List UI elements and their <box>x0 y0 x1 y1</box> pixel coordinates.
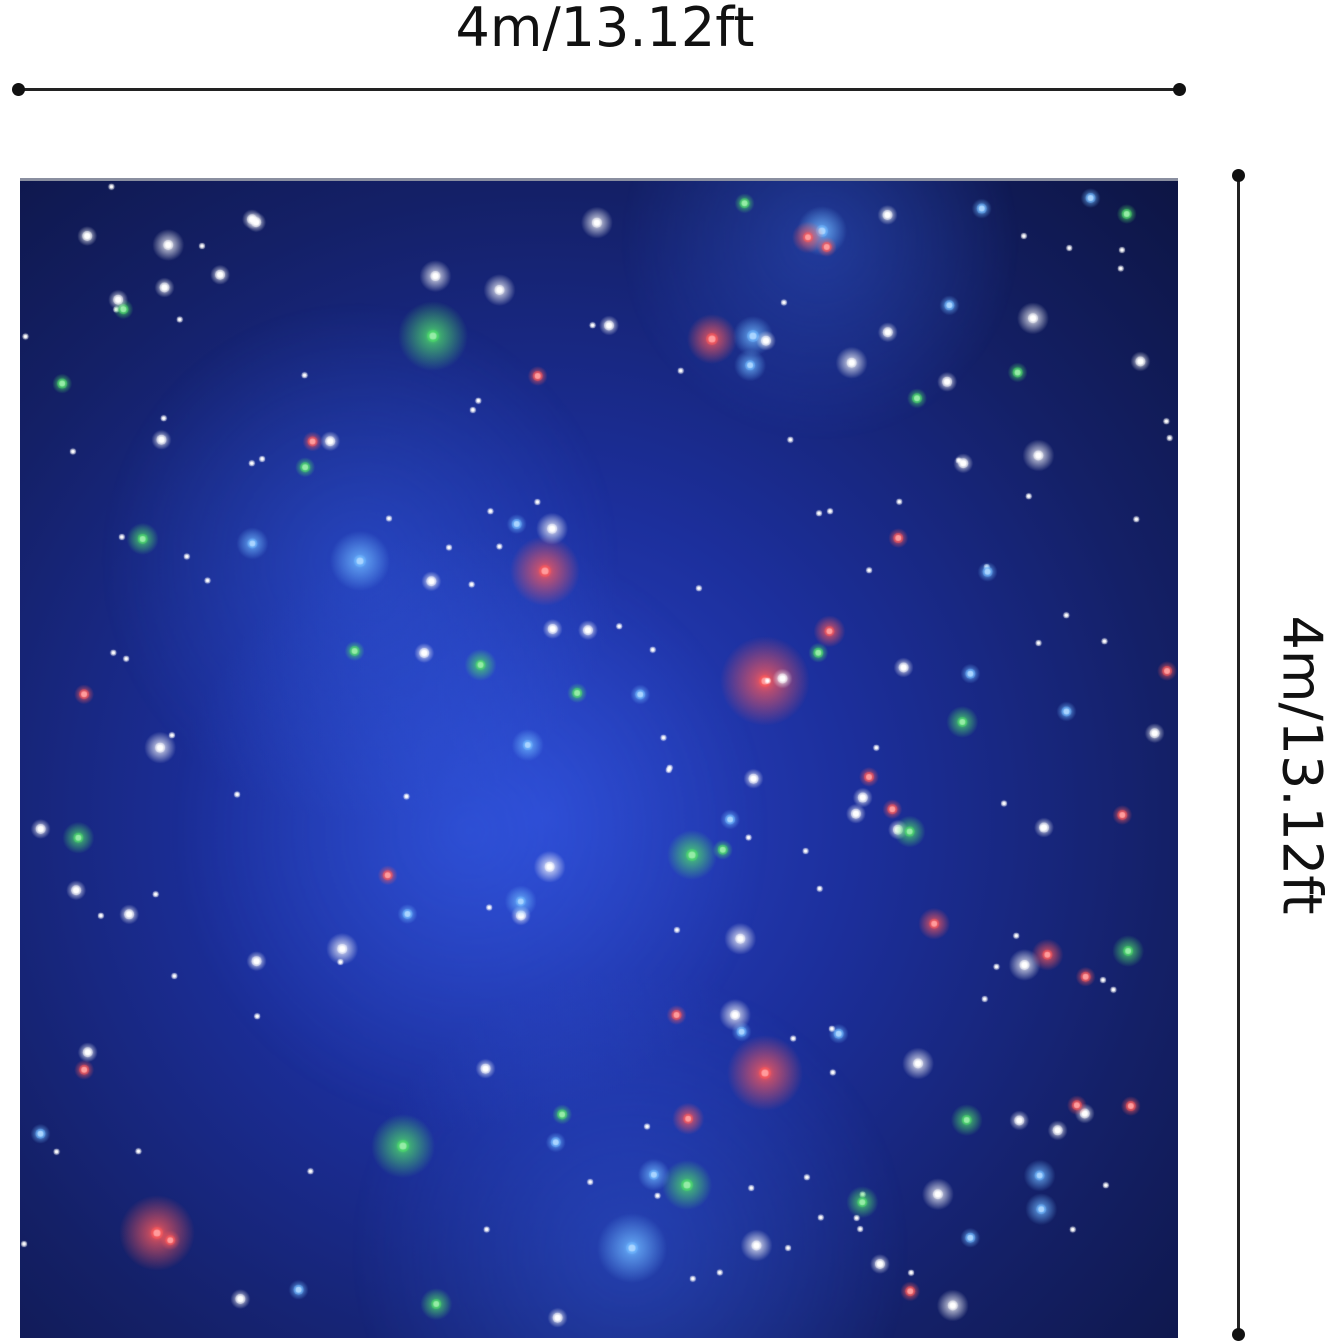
width-line-end-dot <box>1173 83 1186 96</box>
star-lights <box>20 181 1178 1338</box>
height-line-end-dot <box>1232 1328 1245 1341</box>
width-line-start-dot <box>12 83 25 96</box>
height-dimension-label: 4m/13.12ft <box>1270 615 1334 915</box>
star-curtain-image <box>20 178 1178 1338</box>
width-dimension-label: 4m/13.12ft <box>455 0 755 59</box>
height-dimension-line <box>1237 175 1240 1335</box>
width-dimension-line <box>18 88 1180 91</box>
height-line-start-dot <box>1232 169 1245 182</box>
